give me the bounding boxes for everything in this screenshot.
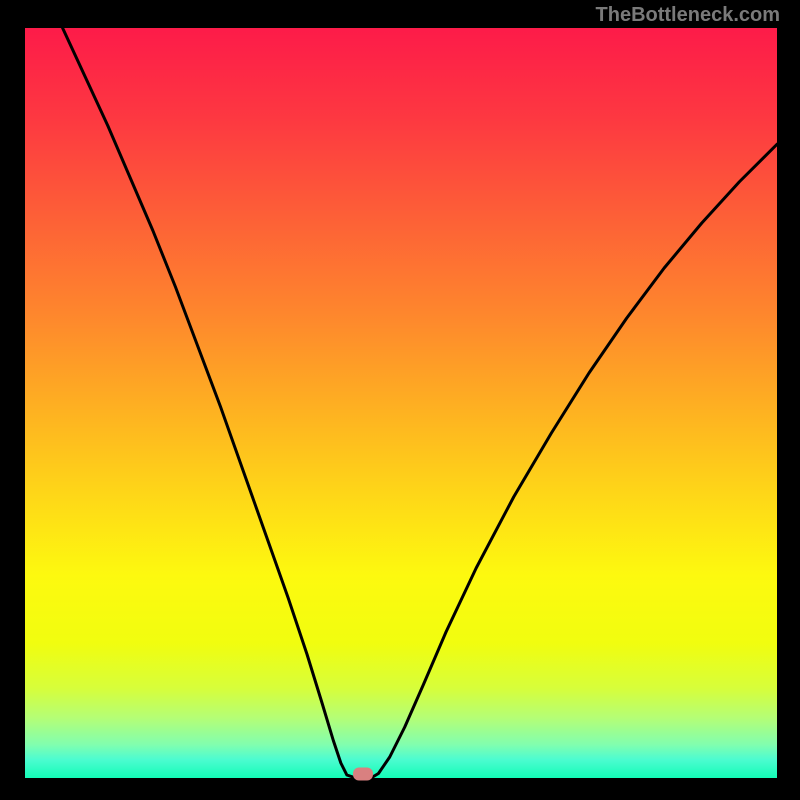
curve-svg <box>25 28 777 778</box>
curve-right-branch <box>371 144 777 778</box>
chart-frame: TheBottleneck.com <box>0 0 800 800</box>
watermark-text: TheBottleneck.com <box>596 4 780 27</box>
plot-area <box>25 28 777 778</box>
curve-left-branch <box>63 28 356 778</box>
minimum-marker <box>353 768 373 781</box>
